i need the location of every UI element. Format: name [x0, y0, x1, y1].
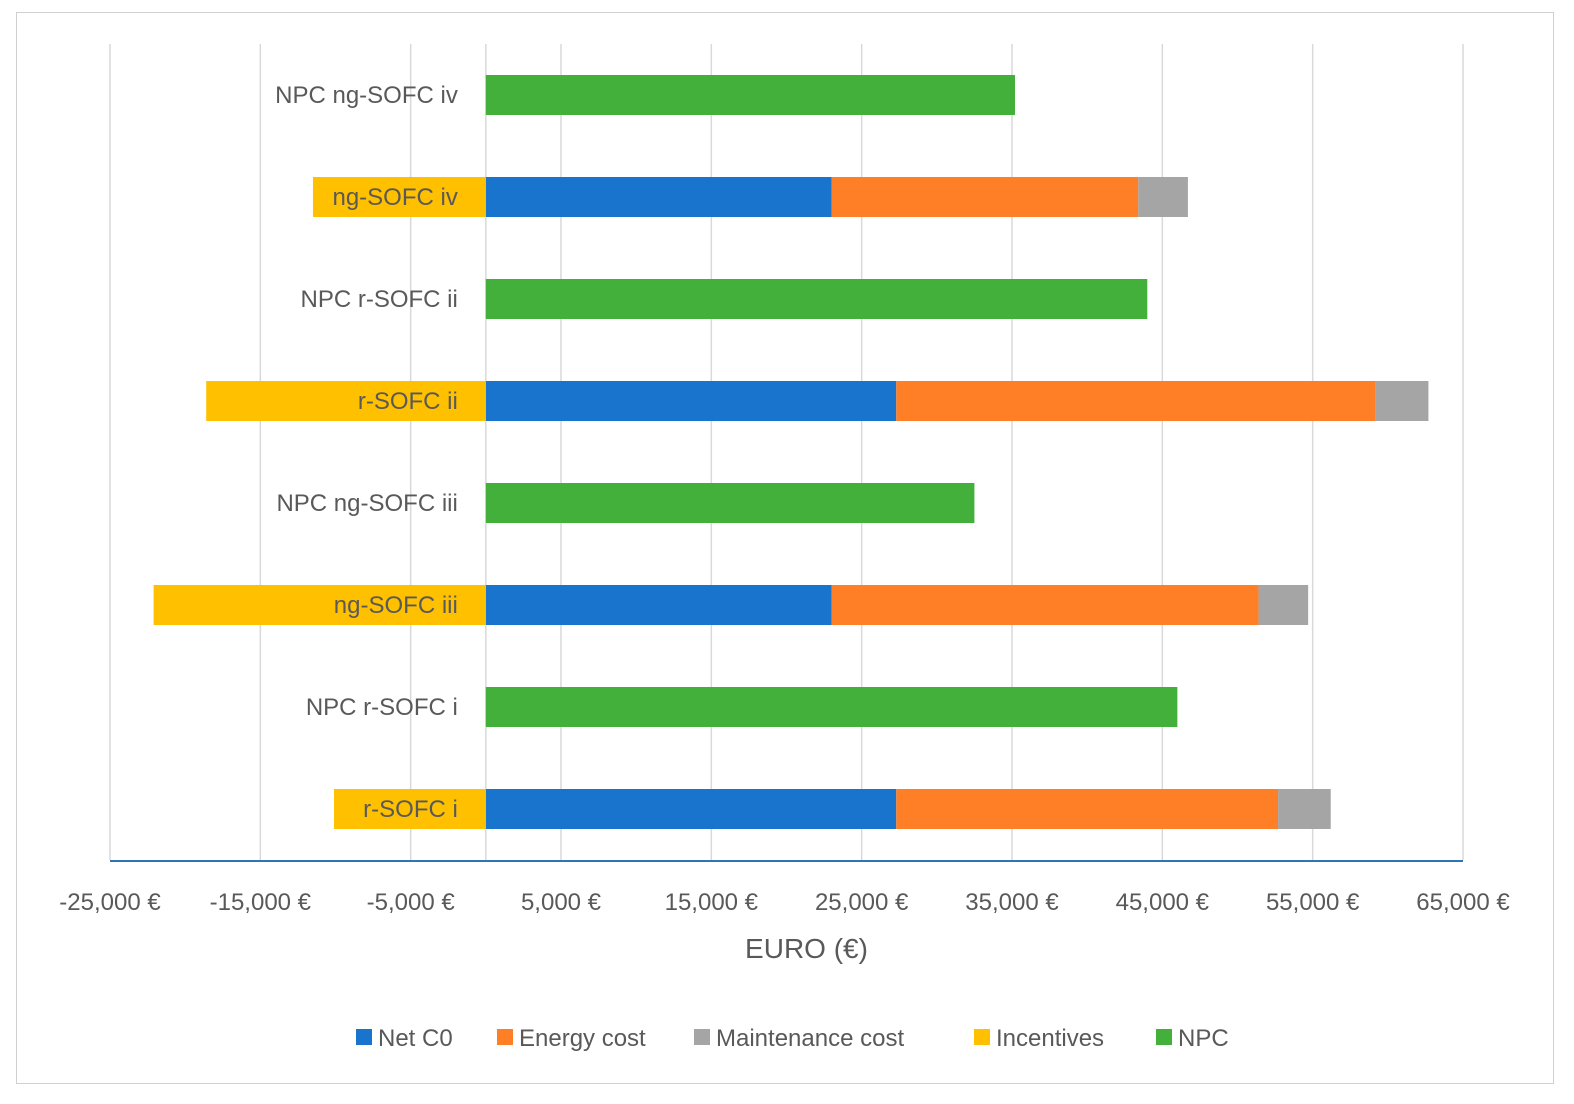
x-tick-label-6: 35,000 € [965, 889, 1059, 916]
legend-label-1: Energy cost [519, 1025, 646, 1052]
legend-swatch-0 [356, 1029, 372, 1045]
bar-maintenance-cost-1 [1138, 177, 1188, 217]
bar-maintenance-cost-7 [1278, 789, 1331, 829]
bar-energy-cost-5 [831, 585, 1259, 625]
category-label-7: r-SOFC i [363, 796, 458, 823]
bar-incentives-5 [153, 585, 486, 625]
legend-label-3: Incentives [996, 1025, 1104, 1052]
bar-energy-cost-3 [896, 381, 1376, 421]
legend-swatch-3 [974, 1029, 990, 1045]
legend-swatch-1 [497, 1029, 513, 1045]
legend: Net C0 Energy cost Maintenance cost Incenti… [356, 1025, 1229, 1052]
bar-maintenance-cost-5 [1258, 585, 1309, 625]
category-labels: NPC ng-SOFC iv ng-SOFC iv NPC r-SOFC ii r-S… [275, 82, 458, 823]
x-tick-label-3: 5,000 € [521, 889, 602, 916]
bar-net-c0-3 [485, 381, 897, 421]
x-tick-label-8: 55,000 € [1266, 889, 1360, 916]
x-tick-labels: -25,000 € -15,000 € -5,000 € 5,000 € 15,000 … [59, 889, 1510, 916]
bar-net-c0-7 [485, 789, 897, 829]
category-label-2: NPC r-SOFC ii [301, 286, 458, 313]
bar-incentives-7 [333, 789, 486, 829]
bar-npc-4 [485, 483, 975, 523]
legend-item-incentives: Incentives [974, 1025, 1104, 1052]
bar-incentives-3 [206, 381, 486, 421]
bar-maintenance-cost-3 [1375, 381, 1429, 421]
legend-item-energy-cost: Energy cost [497, 1025, 646, 1052]
x-tick-label-9: 65,000 € [1416, 889, 1510, 916]
bars [153, 75, 1429, 829]
category-label-5: ng-SOFC iii [334, 592, 458, 619]
bar-npc-6 [485, 687, 1178, 727]
bar-energy-cost-1 [831, 177, 1139, 217]
x-tick-label-2: -5,000 € [367, 889, 456, 916]
bar-npc-2 [485, 279, 1148, 319]
legend-label-2: Maintenance cost [716, 1025, 904, 1052]
bar-energy-cost-7 [896, 789, 1279, 829]
category-label-4: NPC ng-SOFC iii [276, 490, 457, 517]
category-label-6: NPC r-SOFC i [306, 694, 458, 721]
x-tick-label-7: 45,000 € [1116, 889, 1210, 916]
category-label-0: NPC ng-SOFC iv [275, 82, 458, 109]
bar-net-c0-5 [485, 585, 832, 625]
x-tick-label-0: -25,000 € [59, 889, 161, 916]
x-axis-title: EURO (€) [745, 933, 868, 964]
category-label-1: ng-SOFC iv [332, 184, 457, 211]
legend-item-npc: NPC [1156, 1025, 1229, 1052]
legend-label-0: Net C0 [378, 1025, 453, 1052]
legend-swatch-4 [1156, 1029, 1172, 1045]
bar-net-c0-1 [485, 177, 832, 217]
legend-label-4: NPC [1178, 1025, 1229, 1052]
bar-incentives-1 [312, 177, 486, 217]
legend-swatch-2 [694, 1029, 710, 1045]
x-tick-label-4: 15,000 € [665, 889, 759, 916]
category-label-3: r-SOFC ii [358, 388, 458, 415]
x-tick-label-5: 25,000 € [815, 889, 909, 916]
legend-item-maintenance-cost: Maintenance cost [694, 1025, 904, 1052]
legend-item-net-c0: Net C0 [356, 1025, 453, 1052]
bar-npc-0 [485, 75, 1016, 115]
x-tick-label-1: -15,000 € [210, 889, 312, 916]
gridlines [109, 44, 1464, 860]
